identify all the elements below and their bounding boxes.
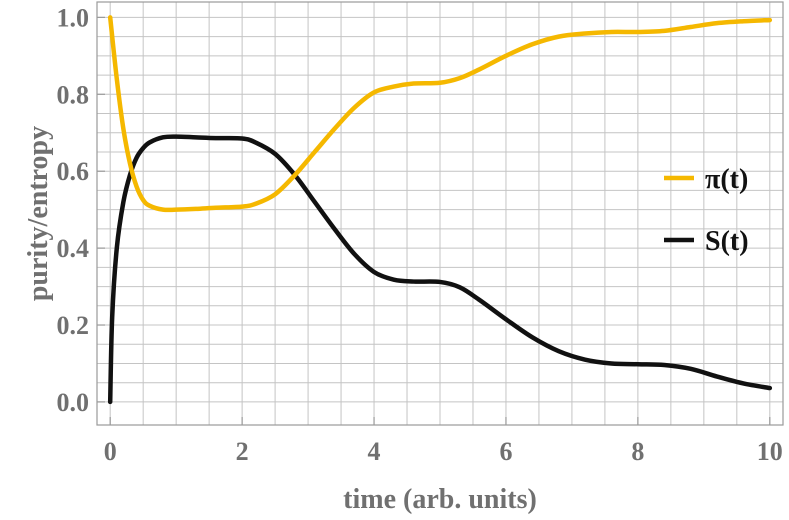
y-tick-label: 0.6 bbox=[57, 157, 90, 186]
x-axis-label: time (arb. units) bbox=[343, 484, 537, 515]
y-axis-label: purity/entropy bbox=[23, 126, 54, 301]
legend-label-pi: π(t) bbox=[705, 164, 748, 195]
grid bbox=[97, 2, 783, 425]
y-tick-label: 1.0 bbox=[57, 3, 90, 32]
y-tick-label: 0.4 bbox=[57, 234, 90, 263]
y-tick-label: 0.8 bbox=[57, 80, 90, 109]
ticks bbox=[97, 16, 771, 425]
plot-frame bbox=[96, 1, 784, 426]
x-tick-label: 8 bbox=[631, 437, 644, 466]
series-line-s bbox=[107, 134, 773, 405]
legend-label-s: S(t) bbox=[705, 226, 749, 257]
series-layer bbox=[107, 15, 773, 405]
tick-labels: 0 2 4 6 8 10 0.0 0.2 0.4 0.6 0.8 1.0 bbox=[57, 3, 783, 466]
legend: π(t) S(t) bbox=[664, 164, 749, 257]
x-tick-label: 2 bbox=[236, 437, 249, 466]
series-line-pi bbox=[107, 15, 773, 213]
x-tick-label: 0 bbox=[104, 437, 117, 466]
x-tick-label: 10 bbox=[757, 437, 783, 466]
x-tick-label: 4 bbox=[368, 437, 381, 466]
x-tick-label: 6 bbox=[499, 437, 512, 466]
y-tick-label: 0.2 bbox=[57, 311, 90, 340]
y-tick-label: 0.0 bbox=[57, 388, 90, 417]
